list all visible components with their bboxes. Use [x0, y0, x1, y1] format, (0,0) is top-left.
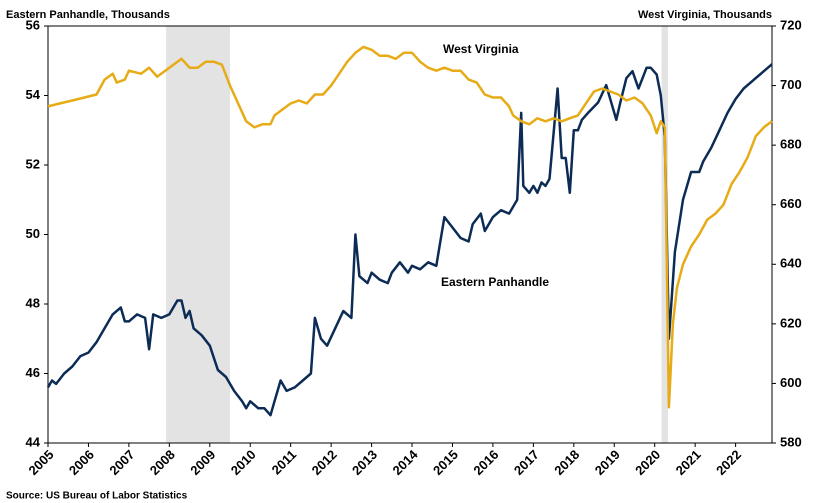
x-tick-label: 2010 [228, 447, 259, 478]
x-tick-label: 2022 [713, 447, 744, 478]
y-tick-label: 52 [26, 156, 40, 171]
y-tick-label: 50 [26, 226, 40, 241]
x-tick-label: 2015 [430, 447, 461, 478]
x-tick-label: 2011 [269, 447, 300, 478]
y-tick-label: 54 [26, 87, 41, 102]
y2-tick-label: 600 [780, 375, 802, 390]
line-series [46, 63, 773, 417]
x-tick-label: 2012 [309, 447, 340, 478]
x-tick-label: 2007 [106, 447, 137, 478]
y2-tick-label: 620 [780, 315, 802, 330]
x-tick-label: 2009 [187, 447, 218, 478]
x-tick-label: 2021 [673, 447, 704, 478]
left-axis-title: Eastern Panhandle, Thousands [6, 9, 170, 21]
annotation: West Virginia [443, 42, 519, 56]
y-tick-label: 48 [26, 295, 40, 310]
x-tick-label: 2017 [511, 447, 542, 478]
y-tick-label: 56 [26, 17, 40, 32]
source: Source: US Bureau of Labor Statistics [6, 491, 188, 502]
x-tick-label: 2020 [632, 447, 663, 478]
y2-tick-label: 660 [780, 196, 802, 211]
y2-tick-label: 700 [780, 77, 802, 92]
x-tick-label: 2005 [25, 447, 56, 478]
recession-band [166, 26, 231, 443]
y2-tick-label: 680 [780, 137, 802, 152]
x-tick-label: 2006 [66, 447, 97, 478]
y2-tick-label: 580 [780, 434, 802, 449]
y2-tick-label: 640 [780, 256, 802, 271]
right-axis-title: West Virginia, Thousands [638, 9, 772, 21]
x-tick-label: 2013 [349, 447, 380, 478]
recession-band [661, 26, 669, 443]
x-tick-label: 2018 [551, 447, 582, 478]
y-tick-label: 44 [26, 434, 41, 449]
annotation: Eastern Panhandle [441, 275, 549, 289]
x-tick-label: 2008 [147, 447, 178, 478]
x-tick-label: 2014 [390, 446, 422, 478]
x-tick-label: 2016 [470, 447, 501, 478]
x-tick-label: 2019 [592, 447, 623, 478]
line-series [47, 45, 773, 409]
y-tick-label: 46 [26, 365, 40, 380]
y2-tick-label: 720 [780, 17, 802, 32]
